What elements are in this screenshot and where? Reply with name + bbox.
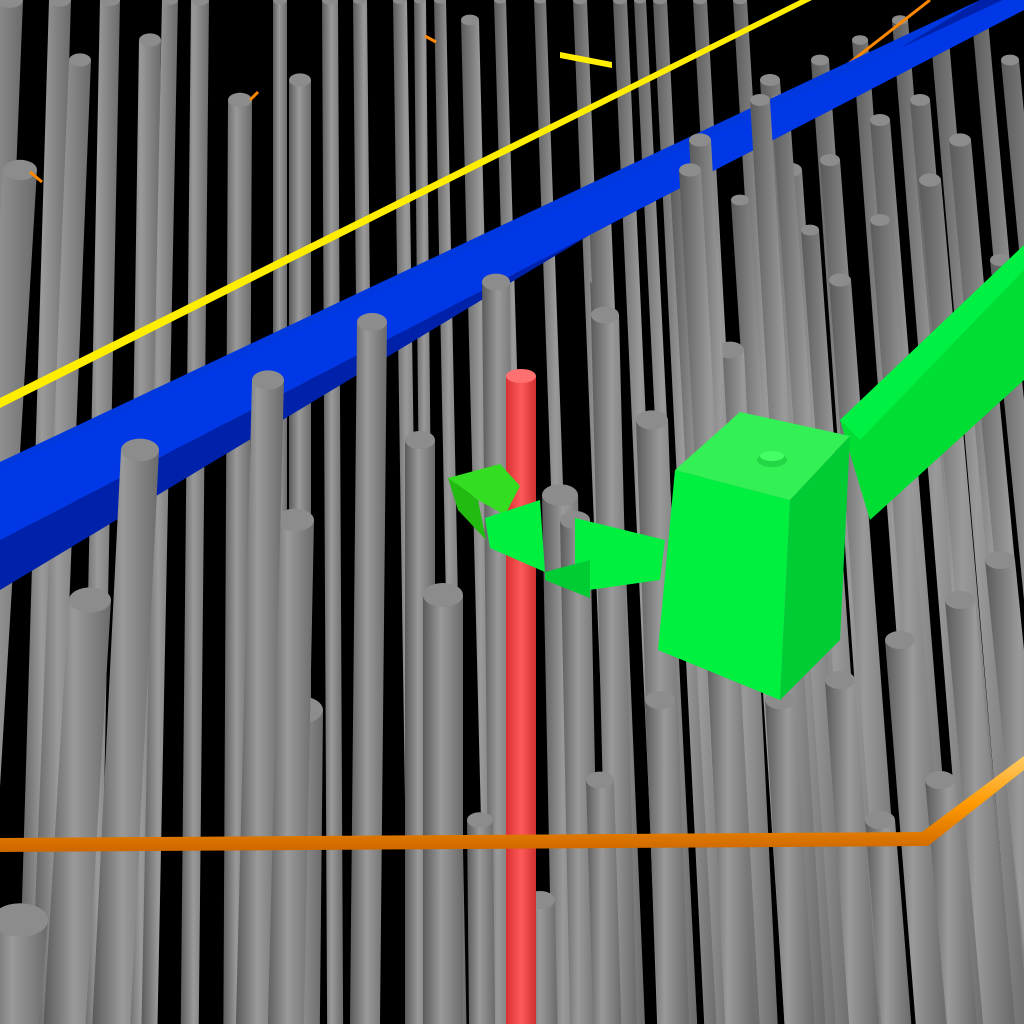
orange-fragments <box>29 0 931 184</box>
gray-pole <box>322 0 344 1024</box>
gray-pole <box>945 591 1014 1024</box>
gray-pole <box>423 583 463 1024</box>
gray-pole <box>349 313 387 1024</box>
gray-pole <box>0 903 48 1024</box>
gray-pole <box>141 0 178 1024</box>
gray-pole <box>949 133 1024 974</box>
yellow-line <box>0 0 812 408</box>
gray-pole <box>825 671 880 1024</box>
red-pole <box>506 369 536 1024</box>
gray-pole <box>43 587 112 1024</box>
green-gripper <box>448 245 1024 700</box>
gray-pole <box>885 631 946 1024</box>
gray-pole <box>467 812 496 1024</box>
gray-pole <box>925 771 977 1024</box>
gray-pole <box>180 0 209 1024</box>
gray-pole <box>92 438 159 1024</box>
gray-pole <box>985 551 1024 950</box>
gray-pole <box>645 691 688 1024</box>
gray-pole <box>1001 54 1024 303</box>
orange-line <box>0 756 1024 852</box>
gray-pole <box>235 370 284 1024</box>
gray-pole <box>265 508 314 1024</box>
gray-pole <box>865 811 912 1024</box>
